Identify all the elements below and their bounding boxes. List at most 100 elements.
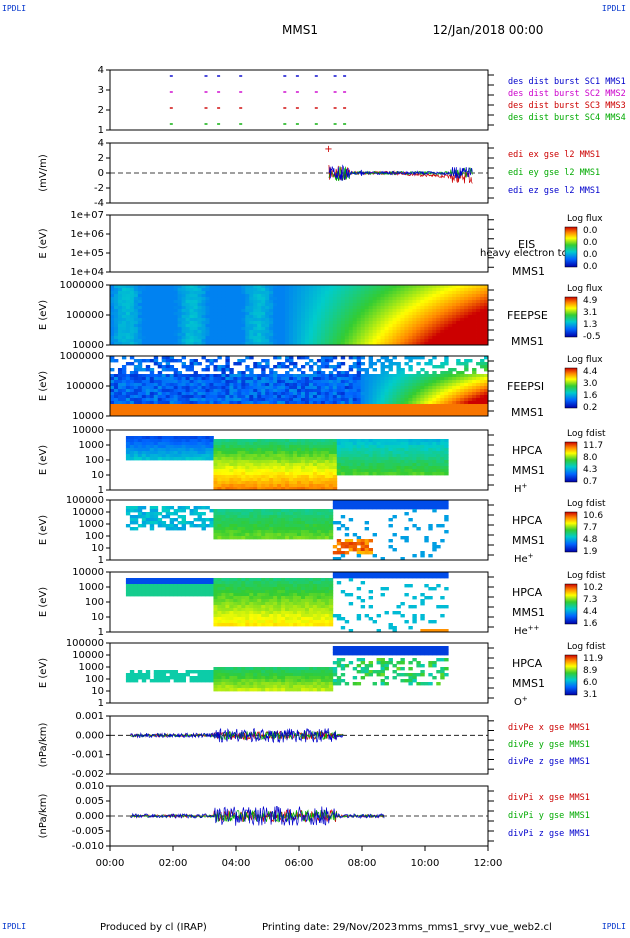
heatmap-cell	[162, 309, 166, 312]
heatmap-cell	[174, 404, 178, 407]
heatmap-cell	[345, 315, 349, 318]
heatmap-cell	[305, 392, 309, 395]
heatmap-cell	[130, 506, 134, 509]
heatmap-cell	[309, 445, 313, 448]
heatmap-cell	[233, 389, 237, 392]
heatmap-cell	[150, 306, 154, 309]
heatmap-cell	[416, 451, 420, 454]
heatmap-cell	[444, 318, 448, 321]
heatmap-cell	[416, 303, 420, 306]
heatmap-cell	[257, 339, 261, 342]
heatmap-cell	[329, 481, 333, 484]
heatmap-cell	[269, 451, 273, 454]
heatmap-cell	[428, 472, 432, 475]
heatmap-cell	[225, 318, 229, 321]
heatmap-cell	[221, 392, 225, 395]
y-tick-label: 100000	[66, 381, 104, 392]
y-tick-label: 1e+06	[70, 229, 104, 240]
heatmap-cell	[170, 454, 174, 457]
heatmap-cell	[126, 506, 130, 509]
heatmap-cell	[321, 466, 325, 469]
heatmap-cell	[480, 294, 484, 297]
heatmap-cell	[436, 466, 440, 469]
heatmap-cell	[142, 386, 146, 389]
heatmap-cell	[468, 395, 472, 398]
heatmap-cell	[110, 333, 114, 336]
heatmap-cell	[396, 336, 400, 339]
heatmap-cell	[281, 377, 285, 380]
heatmap-cell	[281, 324, 285, 327]
heatmap-cell	[373, 454, 377, 457]
heatmap-cell	[273, 380, 277, 383]
heatmap-cell	[257, 463, 261, 466]
heatmap-cell	[373, 389, 377, 392]
heatmap-cell	[428, 333, 432, 336]
heatmap-cell	[225, 333, 229, 336]
heatmap-cell	[277, 404, 281, 407]
heatmap-cell	[269, 527, 273, 530]
heatmap-cell	[313, 395, 317, 398]
heatmap-cell	[460, 383, 464, 386]
heatmap-cell	[273, 512, 277, 515]
heatmap-cell	[452, 315, 456, 318]
heatmap-cell	[297, 383, 301, 386]
heatmap-cell	[277, 454, 281, 457]
heatmap-cell	[213, 380, 217, 383]
heatmap-cell	[381, 288, 385, 291]
heatmap-cell	[349, 442, 353, 445]
heatmap-cell	[341, 451, 345, 454]
heatmap-cell	[432, 451, 436, 454]
heatmap-cell	[273, 300, 277, 303]
heatmap-cell	[309, 285, 313, 288]
heatmap-cell	[225, 521, 229, 524]
heatmap-cell	[182, 321, 186, 324]
heatmap-cell	[209, 521, 213, 524]
heatmap-cell	[476, 374, 480, 377]
heatmap-cell	[396, 374, 400, 377]
heatmap-cell	[361, 291, 365, 294]
heatmap-cell	[404, 395, 408, 398]
heatmap-cell	[273, 466, 277, 469]
heatmap-cell	[229, 395, 233, 398]
heatmap-cell	[329, 330, 333, 333]
heatmap-cell	[110, 374, 114, 377]
heatmap-cell	[198, 512, 202, 515]
heatmap-cell	[126, 288, 130, 291]
heatmap-cell	[198, 404, 202, 407]
heatmap-cell	[190, 297, 194, 300]
heatmap-cell	[241, 336, 245, 339]
heatmap-cell	[265, 527, 269, 530]
heatmap-cell	[265, 333, 269, 336]
heatmap-cell	[301, 380, 305, 383]
heatmap-cell	[341, 362, 345, 365]
heatmap-cell	[293, 469, 297, 472]
heatmap-cell	[361, 445, 365, 448]
heatmap-cell	[229, 392, 233, 395]
heatmap-cell	[365, 398, 369, 401]
heatmap-cell	[305, 442, 309, 445]
heatmap-cell	[249, 410, 253, 413]
heatmap-cell	[253, 285, 257, 288]
heatmap-cell	[325, 359, 329, 362]
panel-frame	[110, 70, 488, 130]
heatmap-cell	[301, 377, 305, 380]
heatmap-cell	[361, 312, 365, 315]
heatmap-cell	[269, 404, 273, 407]
heatmap-cell	[186, 445, 190, 448]
heatmap-cell	[253, 377, 257, 380]
heatmap-cell	[221, 442, 225, 445]
heatmap-cell	[126, 339, 130, 342]
heatmap-cell	[233, 306, 237, 309]
heatmap-cell	[162, 339, 166, 342]
heatmap-cell	[166, 410, 170, 413]
heatmap-cell	[468, 294, 472, 297]
heatmap-cell	[341, 410, 345, 413]
heatmap-cell	[253, 530, 257, 533]
heatmap-cell	[205, 330, 209, 333]
heatmap-cell	[221, 300, 225, 303]
heatmap-cell	[154, 327, 158, 330]
heatmap-cell	[424, 410, 428, 413]
heatmap-cell	[293, 392, 297, 395]
heatmap-cell	[138, 300, 142, 303]
colorbar-tick-label: 1.6	[583, 391, 598, 401]
